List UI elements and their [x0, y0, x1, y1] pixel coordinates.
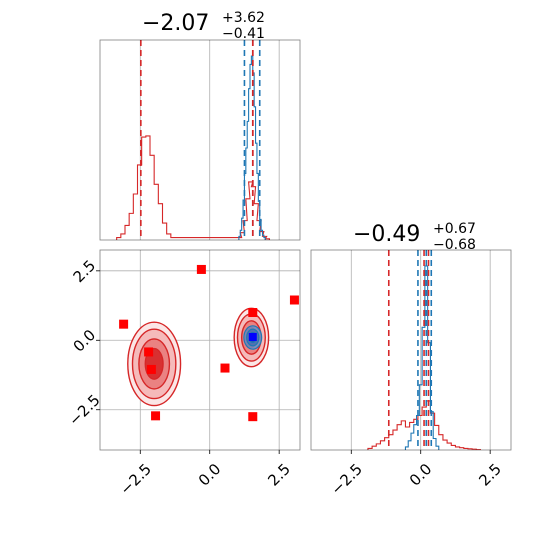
marker-red-square — [220, 363, 230, 373]
marker-red-square — [119, 319, 129, 329]
marker-red-square — [248, 412, 258, 422]
tick-label: 0.0 — [195, 460, 225, 490]
marker-red-square — [248, 308, 258, 317]
tick-label: −2.5 — [117, 460, 155, 498]
title-2-sub: −0.68 — [433, 237, 476, 253]
tick-label: 2.5 — [70, 256, 100, 286]
histogram-y-series-blue — [404, 265, 440, 450]
title-1-sub: −0.41 — [222, 26, 265, 42]
title-2-sup: +0.67 — [433, 221, 476, 237]
histogram-y-x-ticks: −2.5 0.0 2.5 — [328, 450, 505, 499]
panel-frame — [99, 249, 301, 451]
plot-area — [100, 250, 300, 450]
tick-label: 0.0 — [406, 460, 436, 490]
title-param-2: −0.49 +0.67 −0.68 — [353, 221, 476, 253]
tick-label: 0.0 — [70, 326, 100, 356]
tick-label: 2.5 — [475, 460, 505, 490]
marker-red-square — [289, 295, 299, 305]
plot-area — [116, 40, 280, 240]
histogram-y-series-red — [367, 400, 481, 450]
panel-frame — [310, 249, 512, 451]
scatter-x-ticks: −2.5 0.0 2.5 — [117, 450, 294, 499]
panel-frame — [99, 39, 301, 241]
title-1-base: −2.07 — [142, 11, 209, 36]
panel-histogram-x — [99, 39, 301, 241]
tick-label: 2.5 — [264, 460, 294, 490]
marker-red-square — [196, 264, 206, 274]
marker-blue-square — [248, 332, 257, 341]
title-param-1: −2.07 +3.62 −0.41 — [142, 10, 265, 42]
tick-label: −2.5 — [65, 391, 103, 429]
histogram-x-series-red — [116, 135, 270, 240]
panel-histogram-y — [310, 249, 512, 451]
marker-red-square — [151, 411, 161, 421]
marker-red-square — [146, 364, 156, 374]
panel-scatter — [99, 249, 301, 451]
scatter-y-ticks: −2.5 0.0 2.5 — [65, 256, 103, 429]
plot-area — [350, 250, 491, 450]
title-2-base: −0.49 — [353, 222, 420, 247]
tick-label: −2.5 — [328, 460, 366, 498]
title-1-sup: +3.62 — [222, 10, 265, 26]
marker-red-square — [144, 347, 154, 357]
